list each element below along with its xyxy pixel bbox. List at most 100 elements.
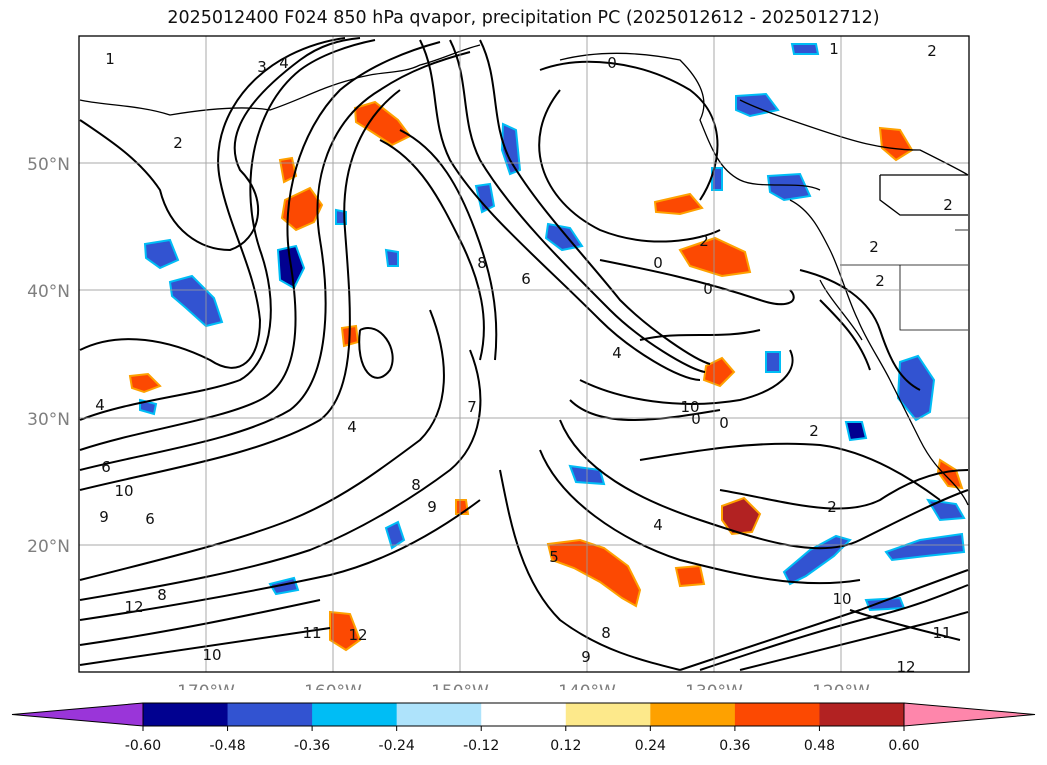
precip-patch <box>926 498 966 522</box>
contour-label: 0 <box>719 414 729 432</box>
lat-label: 20°N <box>27 537 70 557</box>
contour-line <box>559 419 969 550</box>
contour-label: 5 <box>549 548 559 566</box>
contour-label: 2 <box>869 238 879 256</box>
contour-label: 2 <box>699 232 709 250</box>
precip-patch <box>678 236 752 278</box>
precip-patch <box>278 156 298 184</box>
precip-patch <box>653 192 704 216</box>
contour-label: 8 <box>601 624 611 642</box>
contour-label: 11 <box>302 624 321 642</box>
colorbar-segment <box>650 703 736 726</box>
colorbar-segment <box>143 703 229 726</box>
contour-label: 6 <box>145 510 155 528</box>
contour-label: 4 <box>612 344 622 362</box>
contour-line <box>358 327 394 379</box>
coastline <box>879 175 968 216</box>
contour-line <box>538 89 721 243</box>
contour-label: 9 <box>427 498 437 516</box>
colorbar-ticks <box>142 726 905 731</box>
contour-line <box>79 627 331 666</box>
lon-label: 140°W <box>558 682 616 690</box>
colorbar-extend-high <box>903 702 1036 727</box>
contour-line <box>79 51 471 471</box>
lon-label: 120°W <box>812 682 870 690</box>
contour-label: 7 <box>467 398 477 416</box>
contour-label: 4 <box>653 516 663 534</box>
contour-line <box>419 39 701 381</box>
contour-label: 10 <box>202 646 221 664</box>
contour-label: 11 <box>932 624 951 642</box>
contour-label: 0 <box>653 254 663 272</box>
contour-label: 10 <box>680 398 699 416</box>
map-title: 2025012400 F024 850 hPa qvapor, precipit… <box>167 8 880 28</box>
contour-line <box>739 611 969 671</box>
precip-patch <box>878 126 914 162</box>
precip-patch <box>735 92 780 118</box>
contour-label: 10 <box>114 482 133 500</box>
qvapor-contours <box>79 37 969 671</box>
contour-line <box>79 499 481 621</box>
contour-line <box>699 584 969 671</box>
contour-label: 2 <box>809 422 819 440</box>
contour-line <box>569 399 721 421</box>
contour-label: 1 <box>105 50 115 68</box>
contour-line <box>79 89 401 491</box>
map-background <box>79 36 969 672</box>
precip-patch <box>384 520 406 550</box>
contour-label: 2 <box>875 272 885 290</box>
lon-label: 150°W <box>431 682 489 690</box>
contour-label: 9 <box>581 648 591 666</box>
colorbar-labels: -0.60 -0.48 -0.36 -0.24 -0.12 0.12 0.24 0.36 0.4… <box>125 738 920 754</box>
contour-line <box>719 469 969 510</box>
coastline <box>819 279 863 341</box>
contour-line <box>79 309 445 581</box>
colorbar-tick-label: -0.12 <box>463 738 499 754</box>
borders <box>840 229 968 331</box>
contour-label: 0 <box>607 54 617 72</box>
contour-label: 4 <box>95 396 105 414</box>
contour-label: 2 <box>173 134 183 152</box>
precip-patch <box>765 351 781 373</box>
precip-patch <box>936 458 964 490</box>
colorbar-segment <box>396 703 482 726</box>
coastline <box>79 44 481 116</box>
precip-patch <box>790 43 820 55</box>
contour-label: 4 <box>347 418 357 436</box>
precip-patch <box>474 182 496 214</box>
colorbar-segment <box>481 703 567 726</box>
lat-label: 40°N <box>27 282 70 302</box>
contour-label: 6 <box>101 458 111 476</box>
colorbar-segment <box>227 703 313 726</box>
map-content: 1 3 4 2 0 1 2 2 2 2 0 0 6 8 4 6 10 9 6 8… <box>79 36 969 676</box>
precip-patch <box>139 398 158 416</box>
contour-line <box>399 129 498 361</box>
colorbar-segment <box>819 703 905 726</box>
precip-patch <box>500 122 522 176</box>
contour-label: 0 <box>691 410 701 428</box>
colorbar-tick-label: 0.36 <box>719 738 750 754</box>
colorbar-tick-label: 0.24 <box>635 738 666 754</box>
precip-patch <box>702 356 736 388</box>
contour-label: 2 <box>927 42 937 60</box>
contour-line <box>539 449 861 585</box>
contour-label: 6 <box>521 270 531 288</box>
precip-patch <box>128 372 162 394</box>
precip-patch <box>268 576 300 596</box>
gridlines <box>79 36 969 672</box>
contour-label: 1 <box>829 40 839 58</box>
contour-line <box>79 349 482 601</box>
map-frame <box>78 35 970 673</box>
coastline <box>739 99 969 176</box>
contour-label: 12 <box>896 658 915 676</box>
contour-label: 9 <box>99 508 109 526</box>
contour-line <box>639 329 761 341</box>
lon-label: 130°W <box>685 682 743 690</box>
contour-line <box>479 39 711 365</box>
precip-patch <box>353 100 412 147</box>
lon-labels: 170°W 160°W 150°W 140°W 130°W 120°W <box>177 682 870 690</box>
contour-label: 8 <box>477 254 487 272</box>
lon-label: 170°W <box>177 682 235 690</box>
contour-labels: 1 3 4 2 0 1 2 2 2 2 0 0 6 8 4 6 10 9 6 8… <box>95 40 953 676</box>
contour-line <box>79 39 376 421</box>
